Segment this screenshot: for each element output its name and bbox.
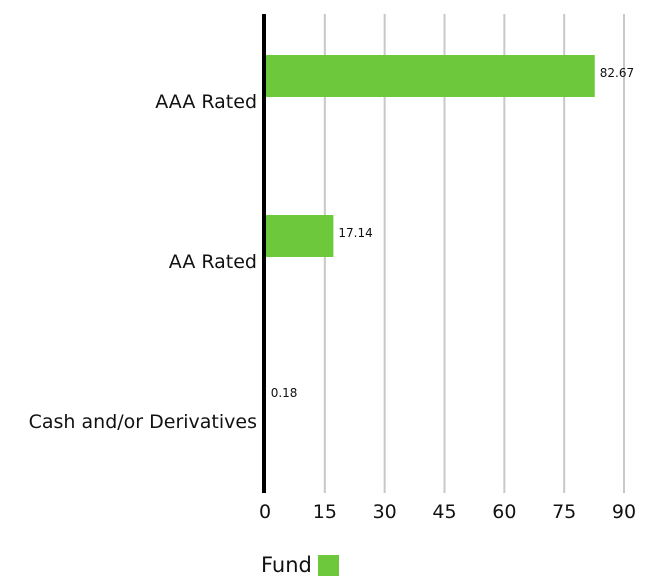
- category-label-0: AAA Rated: [155, 91, 257, 113]
- legend: Fund: [261, 553, 339, 577]
- x-tick-label-60: 60: [492, 501, 516, 523]
- x-tick-label-75: 75: [552, 501, 576, 523]
- bars: [265, 55, 595, 417]
- category-label-2: Cash and/or Derivatives: [29, 411, 257, 433]
- category-label-1: AA Rated: [169, 251, 257, 273]
- legend-swatch: [317, 554, 339, 576]
- legend-label: Fund: [261, 553, 312, 577]
- bar-1: [265, 215, 334, 257]
- x-tick-label-15: 15: [313, 501, 337, 523]
- x-tick-label-0: 0: [259, 501, 271, 523]
- x-tick-labels: 0 15 30 45 60 75 90: [259, 501, 636, 523]
- data-labels: 82.67 17.14 0.18: [271, 66, 634, 400]
- x-tick-label-30: 30: [373, 501, 397, 523]
- x-tick-label-45: 45: [432, 501, 456, 523]
- x-tick-label-90: 90: [612, 501, 636, 523]
- data-label-0: 82.67: [600, 66, 634, 80]
- category-labels: AAA Rated AA Rated Cash and/or Derivatives: [29, 91, 257, 433]
- bar-0: [265, 55, 595, 97]
- data-label-1: 17.14: [338, 226, 372, 240]
- data-label-2: 0.18: [271, 386, 298, 400]
